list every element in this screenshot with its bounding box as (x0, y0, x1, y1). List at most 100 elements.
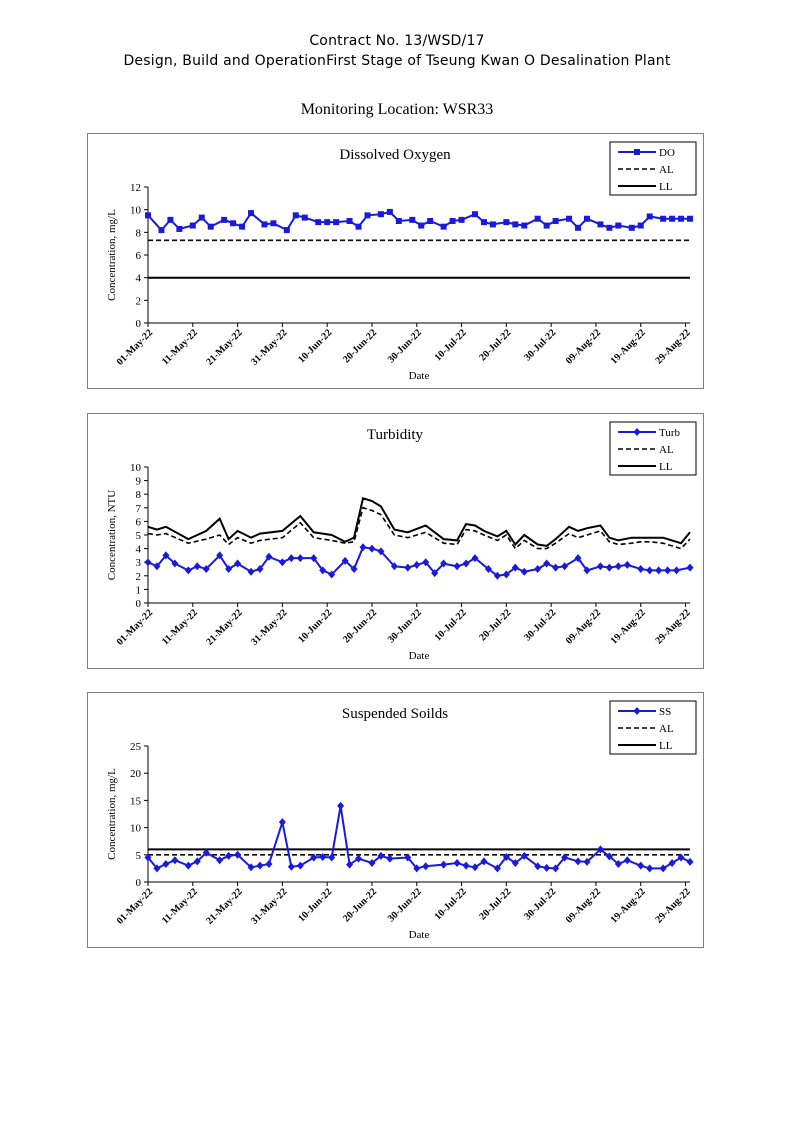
data-point (502, 570, 510, 579)
x-tick-label: 11-May-22 (160, 327, 200, 367)
data-point (440, 223, 447, 230)
data-point (534, 862, 542, 871)
y-tick-label: 6 (136, 250, 142, 262)
data-point (422, 558, 430, 567)
x-tick-label: 01-May-22 (115, 327, 155, 367)
data-point (386, 854, 394, 863)
data-point (158, 227, 165, 234)
x-tick-label: 20-Jun-22 (341, 327, 379, 365)
x-tick-label: 30-Jun-22 (386, 886, 424, 924)
x-tick-label: 20-Jul-22 (477, 607, 513, 643)
y-tick-label: 20 (130, 768, 142, 780)
x-tick-label: 09-Aug-22 (564, 607, 603, 646)
x-tick-label: 20-Jun-22 (341, 886, 379, 924)
suspended-solids-chart: Suspended Soilds 0 5 10 15 20 25 Concentration,… (106, 700, 697, 941)
data-point (162, 860, 170, 869)
y-tick-label: 10 (130, 823, 142, 835)
data-point (462, 861, 470, 870)
data-point (283, 227, 290, 234)
data-point (386, 208, 393, 215)
x-tick-label: 10-Jul-22 (433, 327, 469, 363)
data-point (623, 560, 631, 569)
data-point (355, 223, 362, 230)
data-point (462, 559, 470, 568)
y-tick-label: 4 (136, 273, 142, 285)
y-tick-label: 0 (136, 877, 142, 889)
data-point (655, 566, 663, 575)
x-tick-label: 30-Jun-22 (386, 607, 424, 645)
x-tick-label: 19-Aug-22 (609, 607, 648, 646)
data-point (574, 857, 582, 866)
data-point (270, 220, 277, 227)
data-point (162, 551, 170, 560)
data-point (198, 214, 205, 221)
x-tick-label: 01-May-22 (115, 886, 155, 926)
x-tick-label: 10-Jul-22 (433, 886, 469, 922)
data-point (686, 857, 694, 866)
y-tick-label: 4 (136, 544, 142, 556)
data-point (265, 552, 273, 561)
data-point (583, 857, 591, 866)
data-point (167, 216, 174, 223)
x-tick-label: 20-Jun-22 (341, 607, 379, 645)
data-point (668, 858, 676, 867)
data-point (521, 222, 528, 229)
data-point (239, 223, 246, 230)
data-point (660, 215, 667, 222)
x-tick-label: 11-May-22 (160, 607, 200, 647)
data-point (176, 225, 183, 232)
data-point (225, 851, 233, 860)
data-point (171, 559, 179, 568)
data-point (575, 224, 582, 231)
data-point (256, 861, 264, 870)
data-point (310, 853, 318, 862)
x-axis-label: Date (409, 929, 430, 941)
data-point (221, 216, 228, 223)
data-point (440, 860, 448, 869)
legend-label: SS (659, 706, 671, 718)
x-tick-label: 30-Jul-22 (522, 607, 558, 643)
data-point (341, 556, 349, 565)
data-point (440, 559, 448, 568)
x-tick-label: 10-Jul-22 (433, 607, 469, 643)
monitoring-location: Monitoring Location: WSR33 (300, 101, 494, 118)
data-point (216, 856, 224, 865)
x-tick-label: 29-Aug-22 (653, 327, 692, 366)
data-point (503, 219, 510, 226)
data-point (623, 856, 631, 865)
legend-label: DO (659, 147, 675, 159)
data-point (471, 863, 479, 872)
ll-series-line (147, 497, 691, 547)
x-tick-label: 10-Jun-22 (296, 607, 334, 645)
data-point (225, 565, 233, 573)
legend-label: LL (659, 181, 673, 193)
x-tick-label: 29-Aug-22 (653, 886, 692, 925)
data-point (512, 221, 519, 228)
y-axis-label: Concentration, NTU (106, 490, 118, 580)
data-point (471, 554, 479, 563)
data-point (404, 563, 412, 572)
legend-label: AL (659, 444, 674, 456)
data-point (534, 215, 541, 222)
data-point (637, 565, 645, 573)
data-point (234, 559, 242, 568)
data-point (261, 221, 268, 228)
data-point (256, 565, 264, 573)
data-point (234, 850, 242, 859)
y-tick-label: 10 (130, 462, 142, 474)
data-point (328, 853, 336, 862)
data-point (202, 848, 210, 857)
x-tick-label: 21-May-22 (204, 607, 244, 647)
y-tick-label: 5 (136, 530, 142, 542)
project-title: Design, Build and OperationFirst Stage o… (123, 53, 671, 69)
data-point (453, 858, 461, 867)
data-point (144, 558, 152, 567)
y-tick-label: 0 (136, 318, 142, 330)
data-point (596, 562, 604, 571)
data-point (552, 864, 560, 873)
data-point (458, 216, 465, 223)
data-point (184, 861, 192, 870)
y-tick-label: 6 (136, 516, 142, 528)
data-point (574, 554, 582, 563)
data-point (493, 571, 501, 580)
